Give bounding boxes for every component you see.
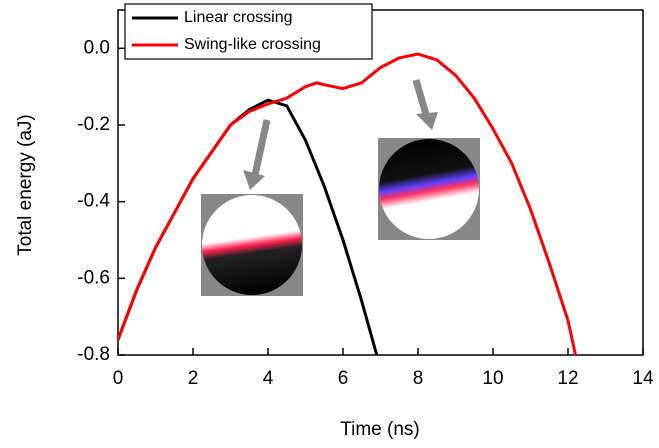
x-tick-label: 10 xyxy=(482,368,503,389)
x-axis-label: Time (ns) xyxy=(340,419,420,440)
y-tick-label: -0.2 xyxy=(77,114,110,135)
x-tick-label: 12 xyxy=(557,368,578,389)
inset-linear xyxy=(201,119,303,296)
y-tick-label: -0.8 xyxy=(77,344,110,365)
line-series xyxy=(116,52,577,356)
y-tick-label: -0.6 xyxy=(77,267,110,288)
plot-frame xyxy=(117,9,644,356)
x-tick-label: 14 xyxy=(632,368,654,389)
legend-box xyxy=(124,3,373,60)
x-tick-label: 6 xyxy=(338,368,349,389)
y-tick-label: 0.0 xyxy=(84,37,110,58)
x-tick-label: 2 xyxy=(188,368,199,389)
legend-label: Linear crossing xyxy=(184,9,293,26)
legend: Linear crossing Swing-like crossing xyxy=(124,3,373,60)
x-tick-label: 0 xyxy=(113,368,124,389)
x-tick-label: 4 xyxy=(263,368,274,389)
y-tick-label: -0.4 xyxy=(77,191,110,212)
legend-label: Swing-like crossing xyxy=(184,36,321,53)
y-axis-label: Total energy (aJ) xyxy=(15,114,36,256)
x-tick-label: 8 xyxy=(413,368,424,389)
inset-swing xyxy=(378,79,480,240)
